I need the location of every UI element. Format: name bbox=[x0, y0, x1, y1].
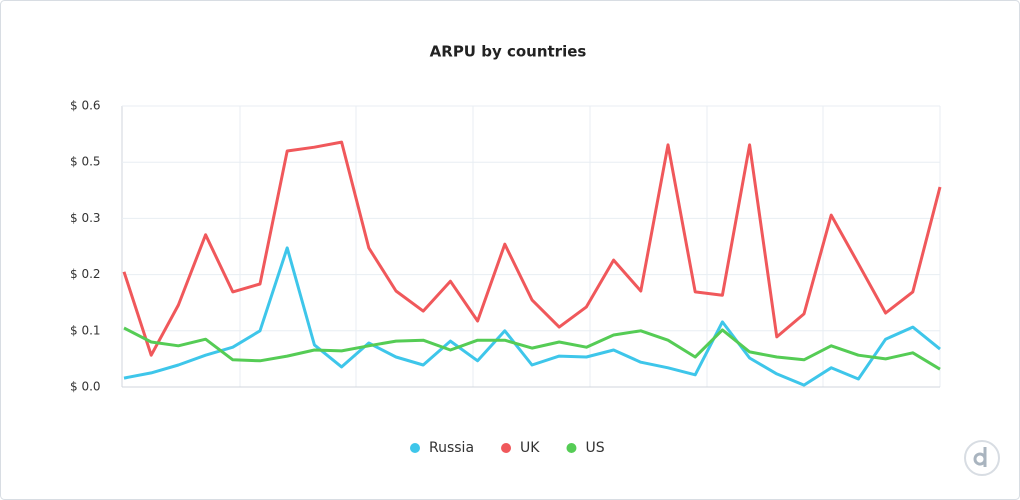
plot bbox=[122, 105, 942, 388]
legend-marker bbox=[501, 443, 512, 453]
series-line bbox=[123, 326, 941, 371]
logo-glyph bbox=[973, 447, 987, 467]
legend-marker bbox=[566, 443, 577, 453]
logo bbox=[964, 440, 1000, 476]
y-tick-label: $ 0.5 bbox=[70, 155, 101, 169]
legend-text: US bbox=[585, 440, 604, 456]
logo-ring bbox=[964, 440, 1000, 476]
series-line bbox=[122, 140, 942, 357]
y-tick-label: $ 0.1 bbox=[70, 323, 101, 337]
legend-marker bbox=[410, 443, 420, 453]
y-tick-label: $ 0.3 bbox=[70, 211, 101, 225]
chart-title: ARPU by countries bbox=[430, 43, 587, 61]
series-line bbox=[123, 246, 941, 387]
legend-text: UK bbox=[520, 440, 540, 456]
y-tick-label: $ 0.6 bbox=[70, 99, 101, 113]
y-tick-label: $ 0.2 bbox=[70, 267, 101, 281]
y-tick-label: $ 0.0 bbox=[70, 380, 101, 394]
legend-text: Russia bbox=[429, 440, 474, 456]
legend: Russia UK US bbox=[410, 440, 605, 456]
